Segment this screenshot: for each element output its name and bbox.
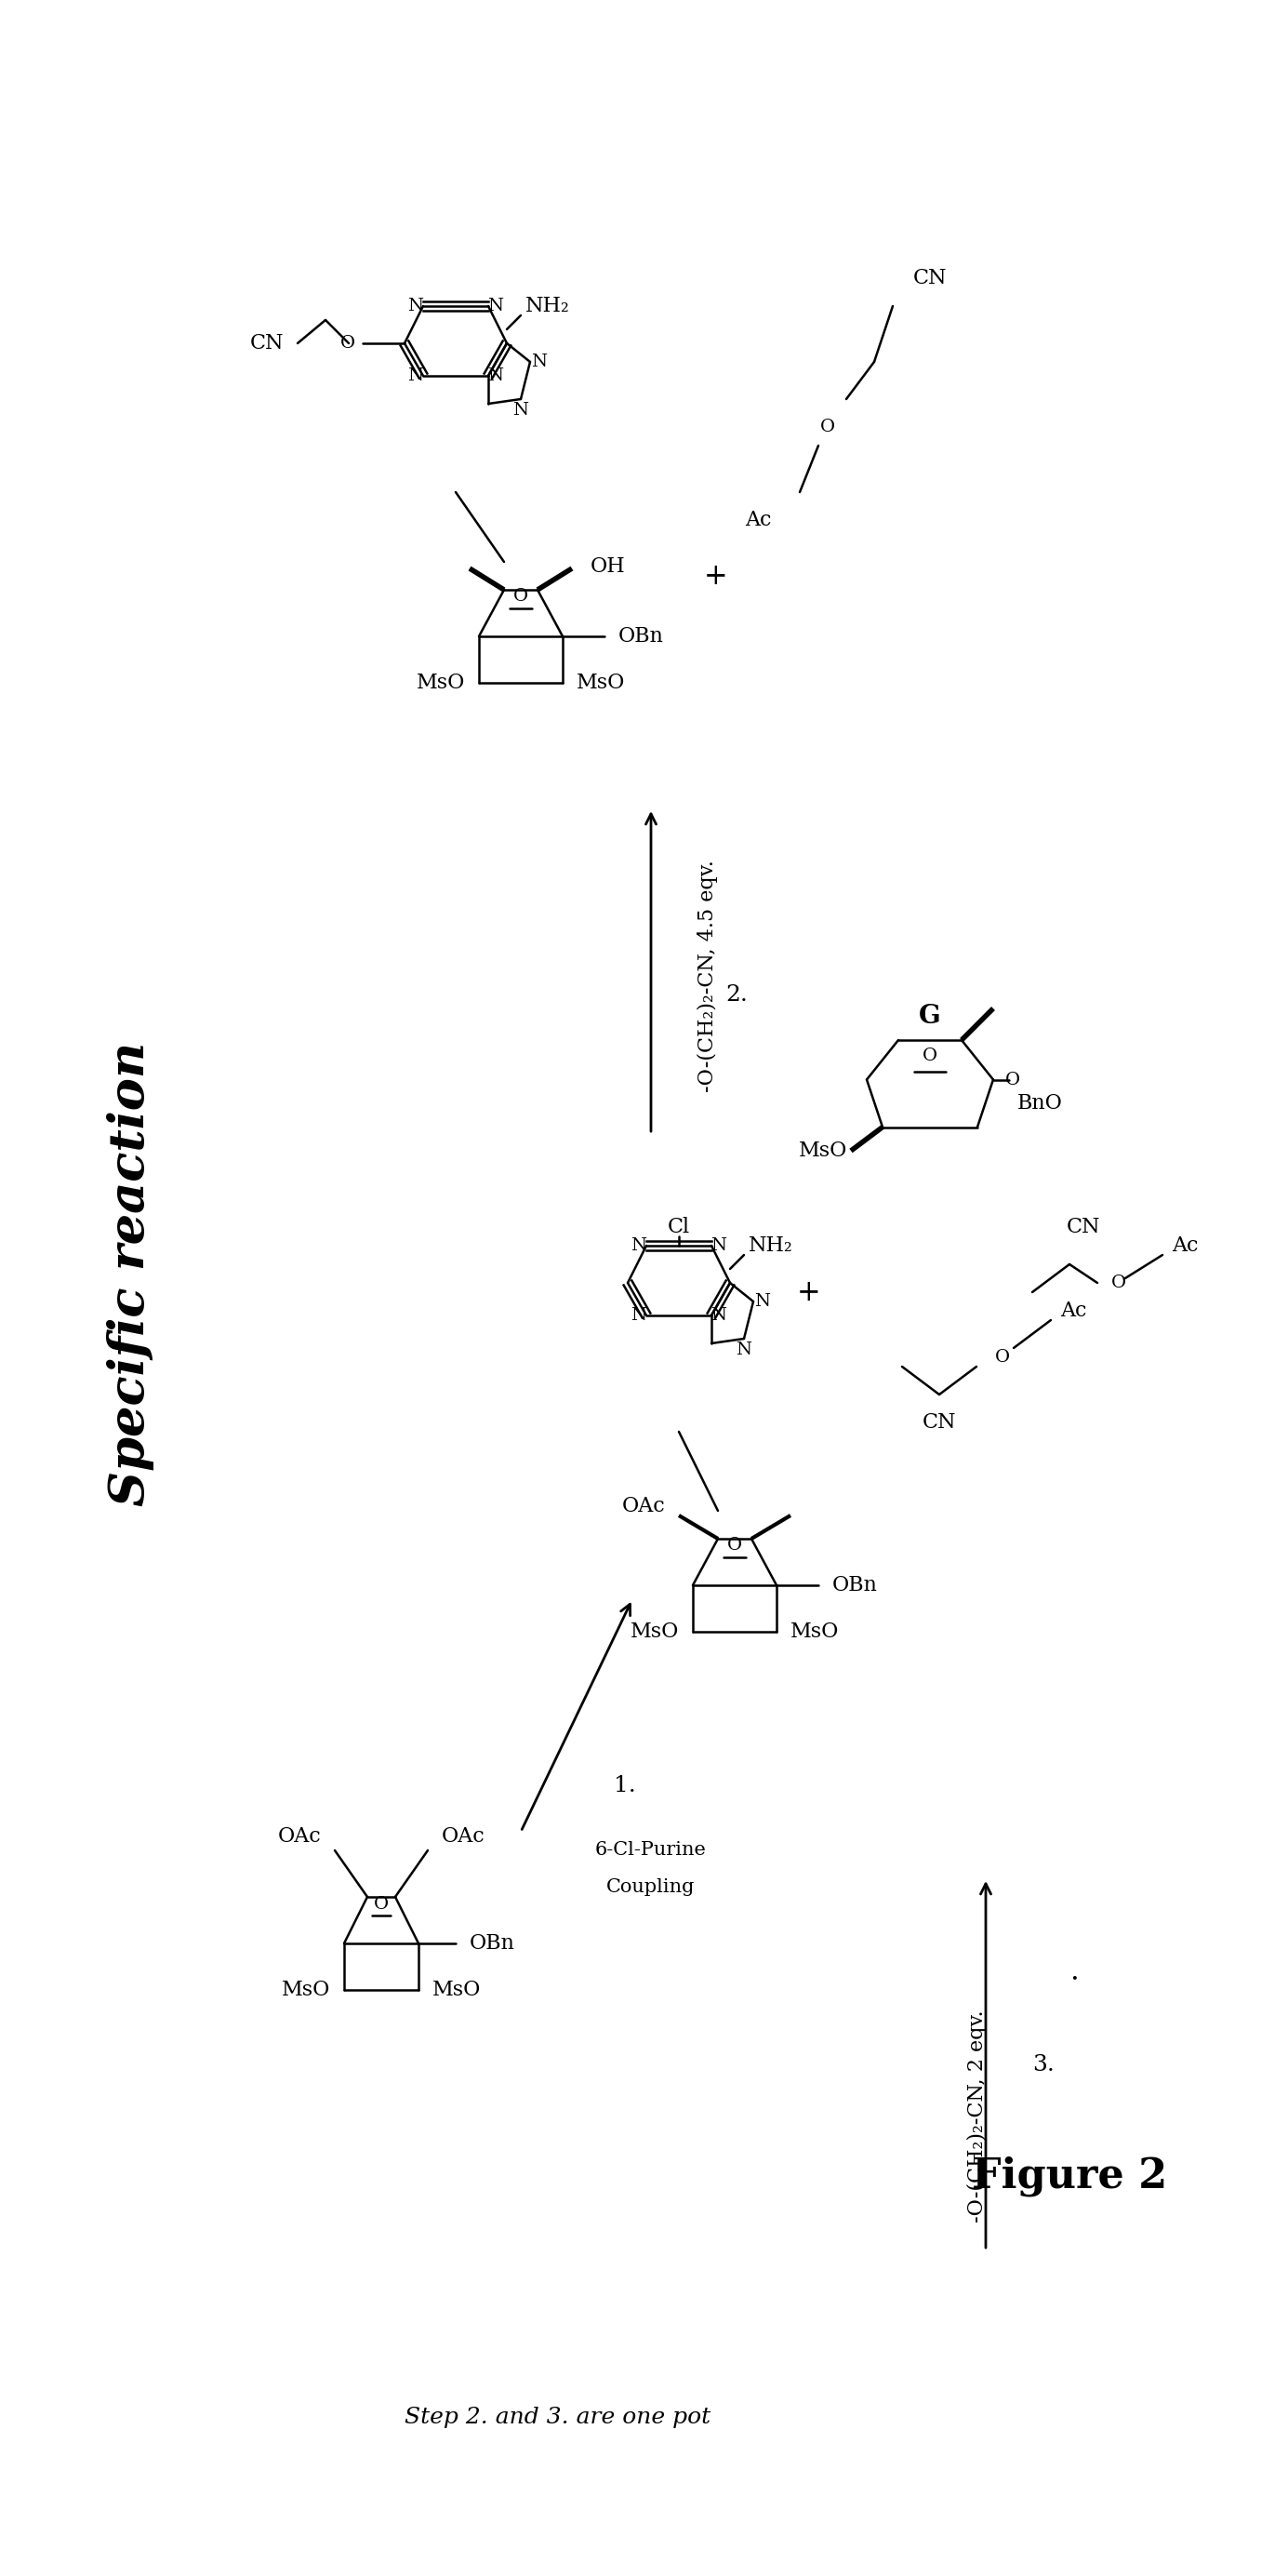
Text: Ac: Ac bbox=[1172, 1236, 1198, 1257]
Text: OBn: OBn bbox=[470, 1932, 515, 1953]
Text: N: N bbox=[513, 402, 528, 420]
Text: 1.: 1. bbox=[614, 1775, 636, 1795]
Text: O: O bbox=[1005, 1072, 1020, 1087]
Text: Ac: Ac bbox=[1060, 1301, 1087, 1321]
Text: N: N bbox=[532, 353, 547, 371]
Text: MsO: MsO bbox=[799, 1141, 848, 1162]
Text: N: N bbox=[488, 368, 504, 384]
Text: 2.: 2. bbox=[725, 984, 747, 1005]
Text: CN: CN bbox=[913, 268, 947, 289]
Text: MsO: MsO bbox=[791, 1620, 840, 1641]
Text: CN: CN bbox=[250, 332, 283, 353]
Text: N: N bbox=[488, 299, 504, 314]
Text: CN: CN bbox=[1066, 1216, 1100, 1236]
Text: N: N bbox=[408, 299, 424, 314]
Text: .: . bbox=[1069, 1958, 1078, 1986]
Text: O: O bbox=[340, 335, 355, 353]
Text: O: O bbox=[728, 1538, 742, 1553]
Text: MsO: MsO bbox=[433, 1981, 482, 1999]
Text: O: O bbox=[922, 1048, 938, 1064]
Text: 3.: 3. bbox=[1032, 2053, 1055, 2076]
Text: +: + bbox=[797, 1278, 820, 1306]
Text: OAc: OAc bbox=[277, 1826, 321, 1847]
Text: O: O bbox=[1112, 1275, 1126, 1291]
Text: N: N bbox=[631, 1306, 647, 1324]
Text: N: N bbox=[735, 1342, 752, 1358]
Text: O: O bbox=[820, 420, 835, 435]
Text: Coupling: Coupling bbox=[607, 1878, 696, 1896]
Text: MsO: MsO bbox=[630, 1620, 679, 1641]
Text: OBn: OBn bbox=[618, 626, 663, 647]
Text: OAc: OAc bbox=[442, 1826, 486, 1847]
Text: Ac: Ac bbox=[746, 510, 772, 531]
Text: BnO: BnO bbox=[1018, 1092, 1063, 1113]
Text: MsO: MsO bbox=[416, 672, 465, 693]
Text: OBn: OBn bbox=[832, 1574, 877, 1595]
Text: Step 2. and 3. are one pot: Step 2. and 3. are one pot bbox=[404, 2406, 711, 2429]
Text: OAc: OAc bbox=[621, 1497, 665, 1517]
Text: OH: OH bbox=[590, 556, 626, 577]
Text: 6-Cl-Purine: 6-Cl-Purine bbox=[595, 1842, 707, 1860]
Text: MsO: MsO bbox=[577, 672, 625, 693]
Text: N: N bbox=[631, 1236, 647, 1255]
Text: O: O bbox=[996, 1350, 1010, 1365]
Text: Specific reaction: Specific reaction bbox=[107, 1041, 153, 1507]
Text: -O-(CH₂)₂-CN, 2 eqv.: -O-(CH₂)₂-CN, 2 eqv. bbox=[967, 2009, 988, 2223]
Text: Figure 2: Figure 2 bbox=[971, 2156, 1167, 2197]
Text: N: N bbox=[711, 1236, 726, 1255]
Text: N: N bbox=[711, 1306, 726, 1324]
Text: N: N bbox=[408, 368, 424, 384]
Text: CN: CN bbox=[922, 1412, 956, 1432]
Text: NH₂: NH₂ bbox=[526, 296, 569, 317]
Text: O: O bbox=[374, 1896, 389, 1914]
Text: MsO: MsO bbox=[282, 1981, 330, 1999]
Text: N: N bbox=[755, 1293, 770, 1309]
Text: -O-(CH₂)₂-CN, 4.5 eqv.: -O-(CH₂)₂-CN, 4.5 eqv. bbox=[698, 860, 717, 1092]
Text: Cl: Cl bbox=[667, 1216, 690, 1236]
Text: G: G bbox=[918, 1005, 942, 1028]
Text: O: O bbox=[514, 587, 528, 605]
Text: +: + bbox=[705, 562, 728, 590]
Text: NH₂: NH₂ bbox=[748, 1236, 793, 1257]
